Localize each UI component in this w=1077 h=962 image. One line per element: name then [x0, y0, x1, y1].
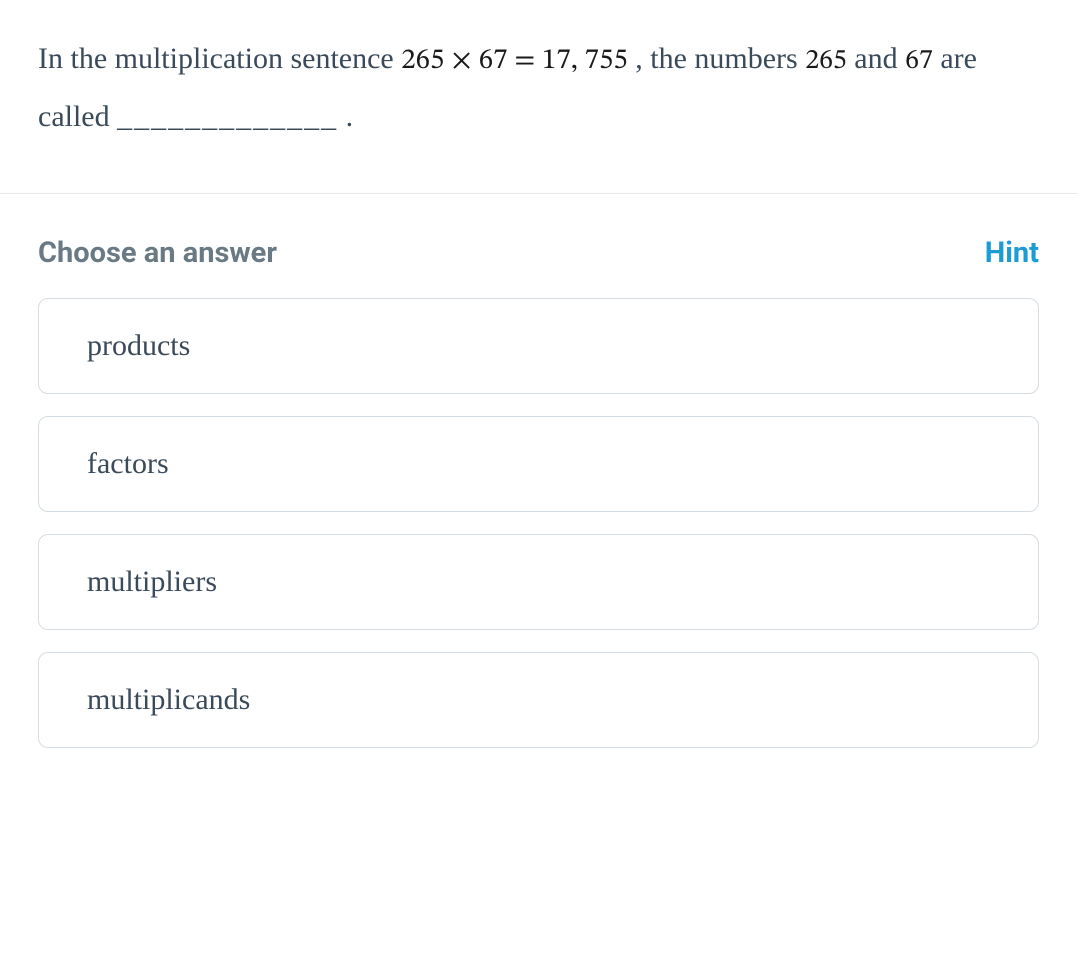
option-factors[interactable]: factors: [38, 416, 1039, 512]
option-products[interactable]: products: [38, 298, 1039, 394]
question-blank: _____________: [117, 100, 338, 133]
question-part1: In the multiplication sentence: [38, 42, 401, 75]
question-part2: , the numbers: [635, 42, 805, 75]
options-list: products factors multipliers multiplican…: [38, 298, 1039, 748]
answer-header: Choose an answer Hint: [38, 236, 1039, 270]
question-equation: 265 × 67 = 17, 755: [401, 46, 628, 75]
question-num1: 265: [805, 47, 847, 75]
question-part5: .: [346, 100, 354, 133]
question-part3: and: [854, 42, 905, 75]
hint-link[interactable]: Hint: [985, 236, 1039, 270]
option-multiplicands[interactable]: multiplicands: [38, 652, 1039, 748]
option-multipliers[interactable]: multipliers: [38, 534, 1039, 630]
choose-answer-label: Choose an answer: [38, 236, 277, 270]
question-section: In the multiplication sentence 265 × 67 …: [0, 0, 1077, 194]
question-num2: 67: [905, 47, 933, 75]
answer-section: Choose an answer Hint products factors m…: [0, 194, 1077, 768]
question-text: In the multiplication sentence 265 × 67 …: [38, 30, 1039, 145]
